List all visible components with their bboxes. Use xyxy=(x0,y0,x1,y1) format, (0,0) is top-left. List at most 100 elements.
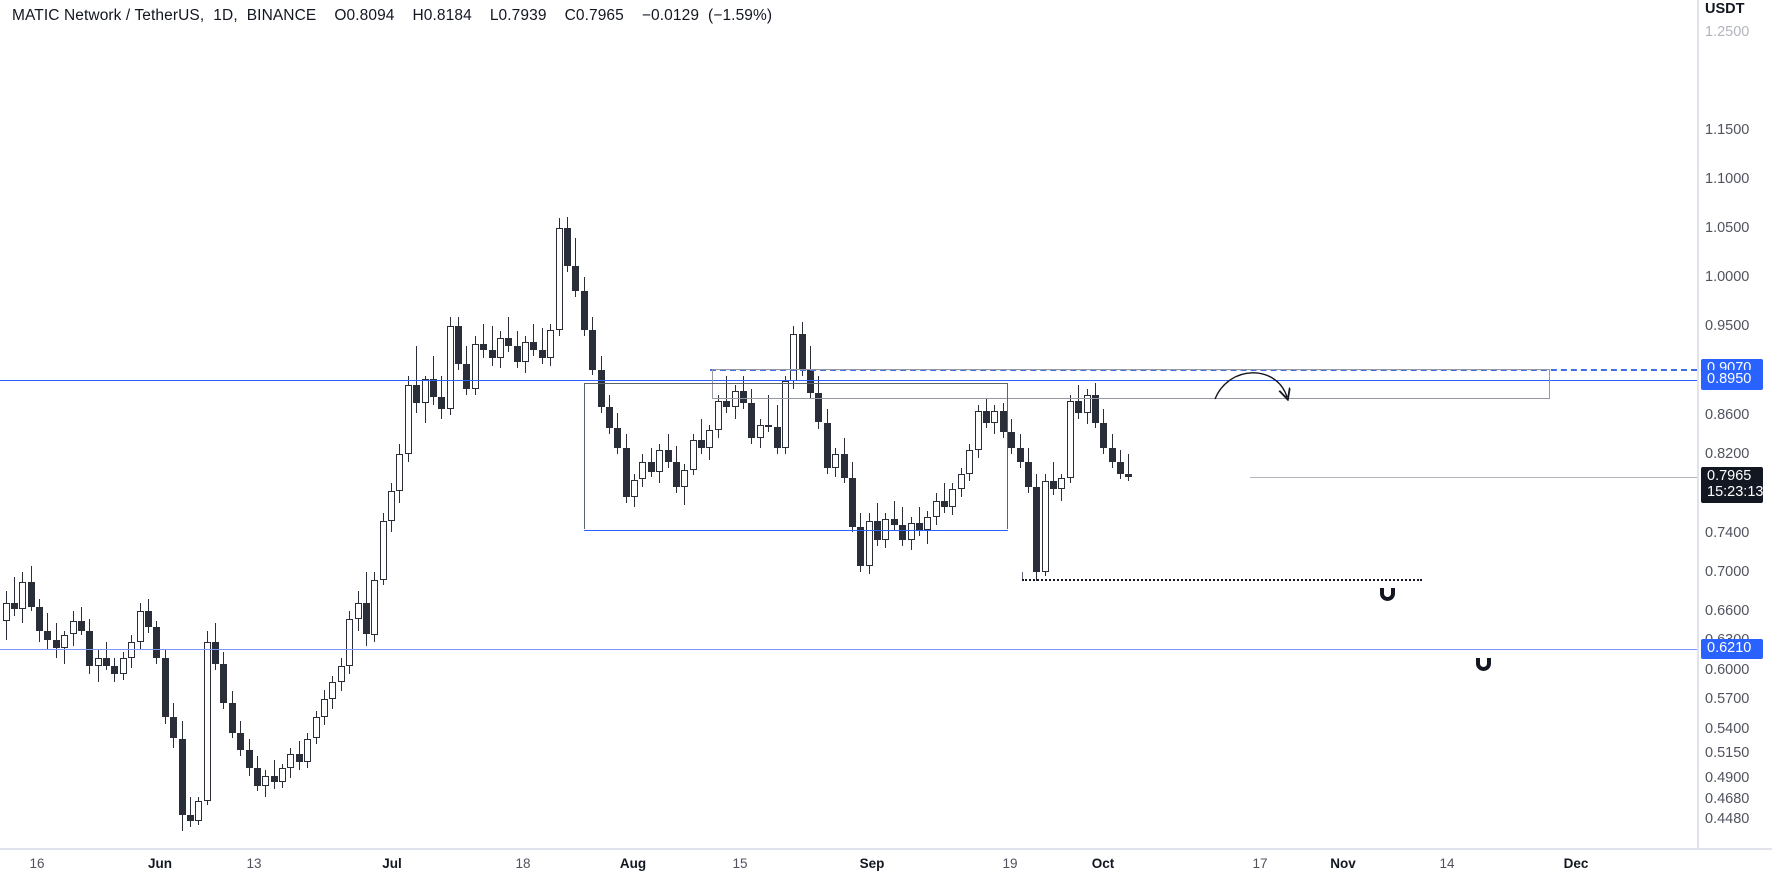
candle-body xyxy=(295,754,303,763)
candle-body xyxy=(161,658,169,717)
candle-wick xyxy=(13,576,15,616)
price-tick: 0.6600 xyxy=(1705,603,1750,619)
price-tick: 1.1000 xyxy=(1705,171,1750,188)
candle-body xyxy=(681,469,689,488)
price-tick: 0.5400 xyxy=(1705,720,1750,737)
time-tick: Oct xyxy=(1091,856,1115,871)
candle-body xyxy=(371,579,379,635)
candle-body xyxy=(1125,473,1133,477)
candle-body xyxy=(731,391,739,407)
candle-body xyxy=(564,228,571,266)
candle-body xyxy=(698,440,705,449)
candle-body xyxy=(1058,477,1066,490)
candle-body xyxy=(413,385,421,403)
candle-body xyxy=(798,334,806,370)
time-tick: Dec xyxy=(1563,856,1589,871)
candle-body xyxy=(689,440,697,470)
supply-line[interactable] xyxy=(0,380,1697,382)
candle-body xyxy=(1008,432,1016,449)
candle-body xyxy=(832,454,840,468)
candle-body xyxy=(672,461,680,488)
candle-body xyxy=(823,422,831,468)
candle-body xyxy=(781,381,789,448)
bos-line[interactable] xyxy=(584,529,1008,531)
candle-body xyxy=(94,658,102,666)
candle-body xyxy=(748,402,756,439)
candle-body xyxy=(505,338,513,347)
candle-body xyxy=(362,603,370,635)
liquidity-tick xyxy=(1022,571,1023,579)
candle-body xyxy=(513,346,521,362)
candle-wick xyxy=(106,642,108,670)
candle-body xyxy=(471,344,479,390)
price-tag-last[interactable]: 0.7965 15:23:13 xyxy=(1701,467,1763,503)
candle-body xyxy=(337,665,345,682)
candle-body xyxy=(228,703,236,733)
candle-body xyxy=(195,801,203,821)
range-rect[interactable] xyxy=(584,383,1008,530)
candle-body xyxy=(765,424,773,427)
price-axis-divider xyxy=(1697,0,1699,848)
candle-body xyxy=(840,454,848,478)
time-tick: 16 xyxy=(29,856,45,871)
candle-body xyxy=(899,524,907,541)
candle-body xyxy=(312,716,320,739)
candle-body xyxy=(237,732,245,751)
price-tag-supply[interactable]: 0.8950 xyxy=(1701,370,1763,391)
price-tick: 1.0500 xyxy=(1705,220,1750,237)
price-tick: 0.5700 xyxy=(1705,691,1750,708)
candle-body xyxy=(639,461,647,480)
liquidity-dotted-line[interactable] xyxy=(1022,578,1422,581)
magnet-icon[interactable] xyxy=(1380,587,1395,601)
candle-wick xyxy=(701,418,702,454)
time-axis[interactable]: 16 Jun 13 Jul 18 Aug 15 Sep 19 Oct 17 Nov 14 Dec xyxy=(0,850,1772,876)
candle-body xyxy=(664,450,672,462)
exchange-label[interactable]: BINANCE xyxy=(246,7,317,24)
ohlc-low: L0.7939 xyxy=(489,7,547,24)
candle-body xyxy=(773,426,781,449)
candle-body xyxy=(421,379,429,403)
magnet-icon[interactable] xyxy=(1476,658,1491,672)
candle-body xyxy=(77,620,85,631)
price-axis[interactable]: USDT 1.2500 1.1500 1.1000 1.0500 1.0000 0.950… xyxy=(1699,0,1772,848)
candle-wick xyxy=(80,607,82,635)
candle-body xyxy=(605,406,613,429)
bar-countdown: 15:23:13 xyxy=(1707,484,1764,500)
candle-body xyxy=(36,607,43,631)
price-tick: 1.2500 xyxy=(1705,24,1750,40)
candle-body xyxy=(2,603,10,621)
candle-body xyxy=(957,473,965,490)
price-tag-support[interactable]: 0.6210 xyxy=(1701,639,1763,660)
candle-body xyxy=(488,349,496,358)
candle-body xyxy=(27,581,35,607)
ohlc-close: C0.7965 xyxy=(564,7,624,24)
candle-body xyxy=(907,522,915,541)
candle-body xyxy=(1083,395,1091,413)
candle-body xyxy=(865,520,873,566)
candle-body xyxy=(1016,448,1024,462)
chart-plot-area[interactable] xyxy=(0,0,1697,848)
candle-body xyxy=(220,664,228,704)
time-tick: 15 xyxy=(732,856,748,871)
support-line[interactable] xyxy=(0,649,1697,651)
candle-body xyxy=(1108,448,1116,462)
candle-body xyxy=(496,338,504,358)
price-tick: 0.7400 xyxy=(1705,524,1750,541)
candle-body xyxy=(572,265,580,291)
candle-body xyxy=(1100,422,1108,449)
symbol-name[interactable]: MATIC Network / TetherUS xyxy=(12,7,200,24)
price-axis-currency: USDT xyxy=(1705,1,1745,17)
candle-body xyxy=(589,330,597,370)
candle-body xyxy=(136,611,144,643)
candle-body xyxy=(991,410,999,423)
time-axis-divider xyxy=(0,848,1772,850)
candle-body xyxy=(857,526,865,566)
candle-body xyxy=(1050,481,1057,490)
interval-label[interactable]: 1D xyxy=(213,7,234,24)
price-tick: 0.6000 xyxy=(1705,661,1750,678)
candle-wick xyxy=(1053,461,1054,496)
time-tick: 17 xyxy=(1252,856,1268,871)
candle-wick xyxy=(726,375,728,413)
candle-wick xyxy=(768,395,770,433)
candle-body xyxy=(530,342,538,350)
